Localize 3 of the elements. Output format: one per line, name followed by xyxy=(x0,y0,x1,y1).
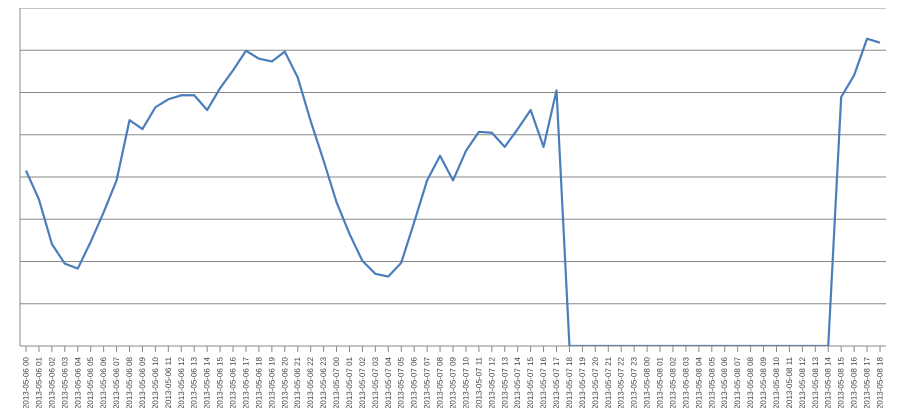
x-tick-label: 2013-05-07 11 xyxy=(474,356,484,408)
x-tick-label: 2013-05-06 11 xyxy=(164,356,173,408)
x-tick-label: 2013-05-08 11 xyxy=(784,356,794,408)
